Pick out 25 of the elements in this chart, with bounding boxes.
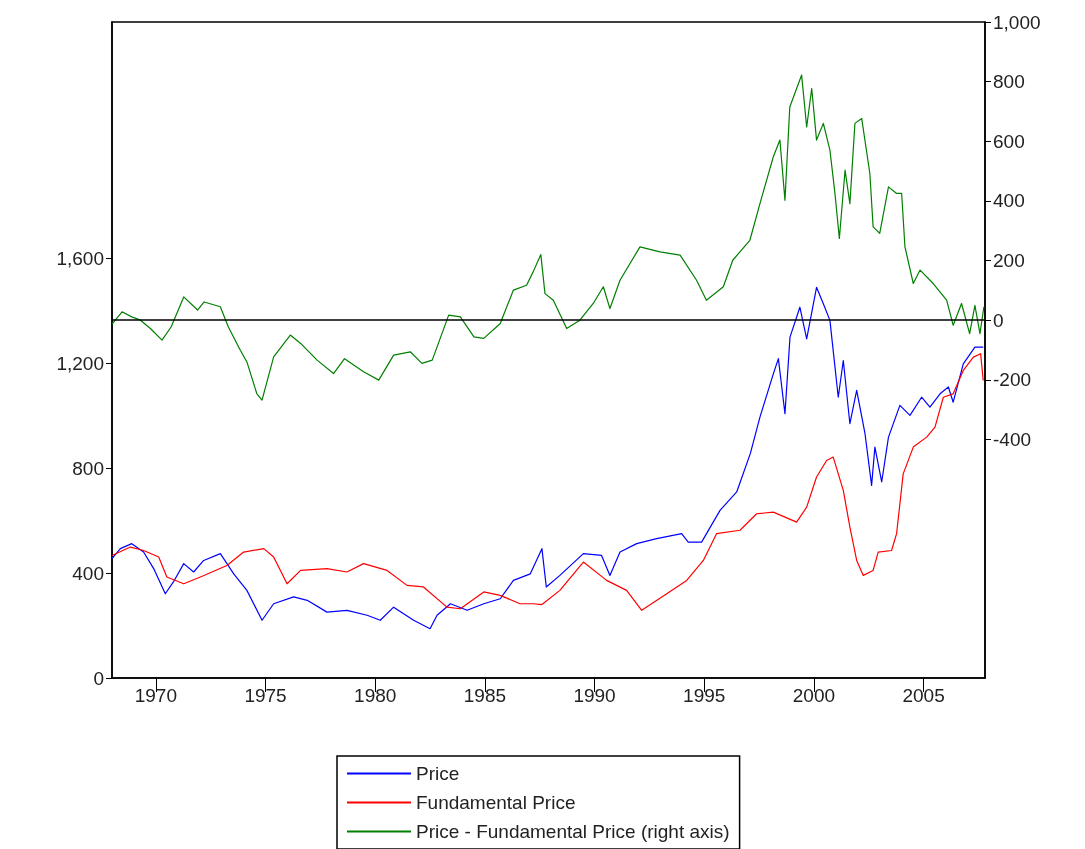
x-tick-label: 1975 [244, 685, 287, 706]
x-tick-label: 2005 [902, 685, 945, 706]
y2-tick-label: 200 [993, 250, 1025, 272]
y2-tick-label: 600 [993, 130, 1025, 152]
y-tick-label: 1,600 [56, 247, 104, 269]
line-series [111, 353, 984, 611]
y-tick-label: 800 [72, 457, 104, 479]
legend-label: Fundamental Price [416, 792, 576, 813]
legend-label: Price - Fundamental Price (right axis) [416, 821, 730, 842]
x-tick-label: 1980 [354, 685, 397, 706]
y2-tick-label: 800 [993, 71, 1025, 93]
y-tick-label: 0 [93, 667, 104, 689]
y2-tick-label: -200 [993, 369, 1032, 391]
y2-tick-label: 0 [993, 309, 1004, 331]
y-tick-label: 1,200 [56, 352, 104, 374]
x-tick-label: 1970 [134, 685, 178, 706]
y2-tick-label: -400 [993, 428, 1032, 450]
x-tick-label: 1995 [683, 685, 726, 706]
x-tick-label: 1985 [463, 685, 507, 706]
y-tick-label: 400 [72, 562, 104, 584]
y2-tick-label: 400 [993, 190, 1025, 212]
x-tick-label: 2000 [792, 685, 836, 706]
legend-label: Price [416, 763, 460, 784]
y2-tick-label: 1,000 [993, 11, 1041, 33]
x-tick-label: 1990 [573, 685, 616, 706]
